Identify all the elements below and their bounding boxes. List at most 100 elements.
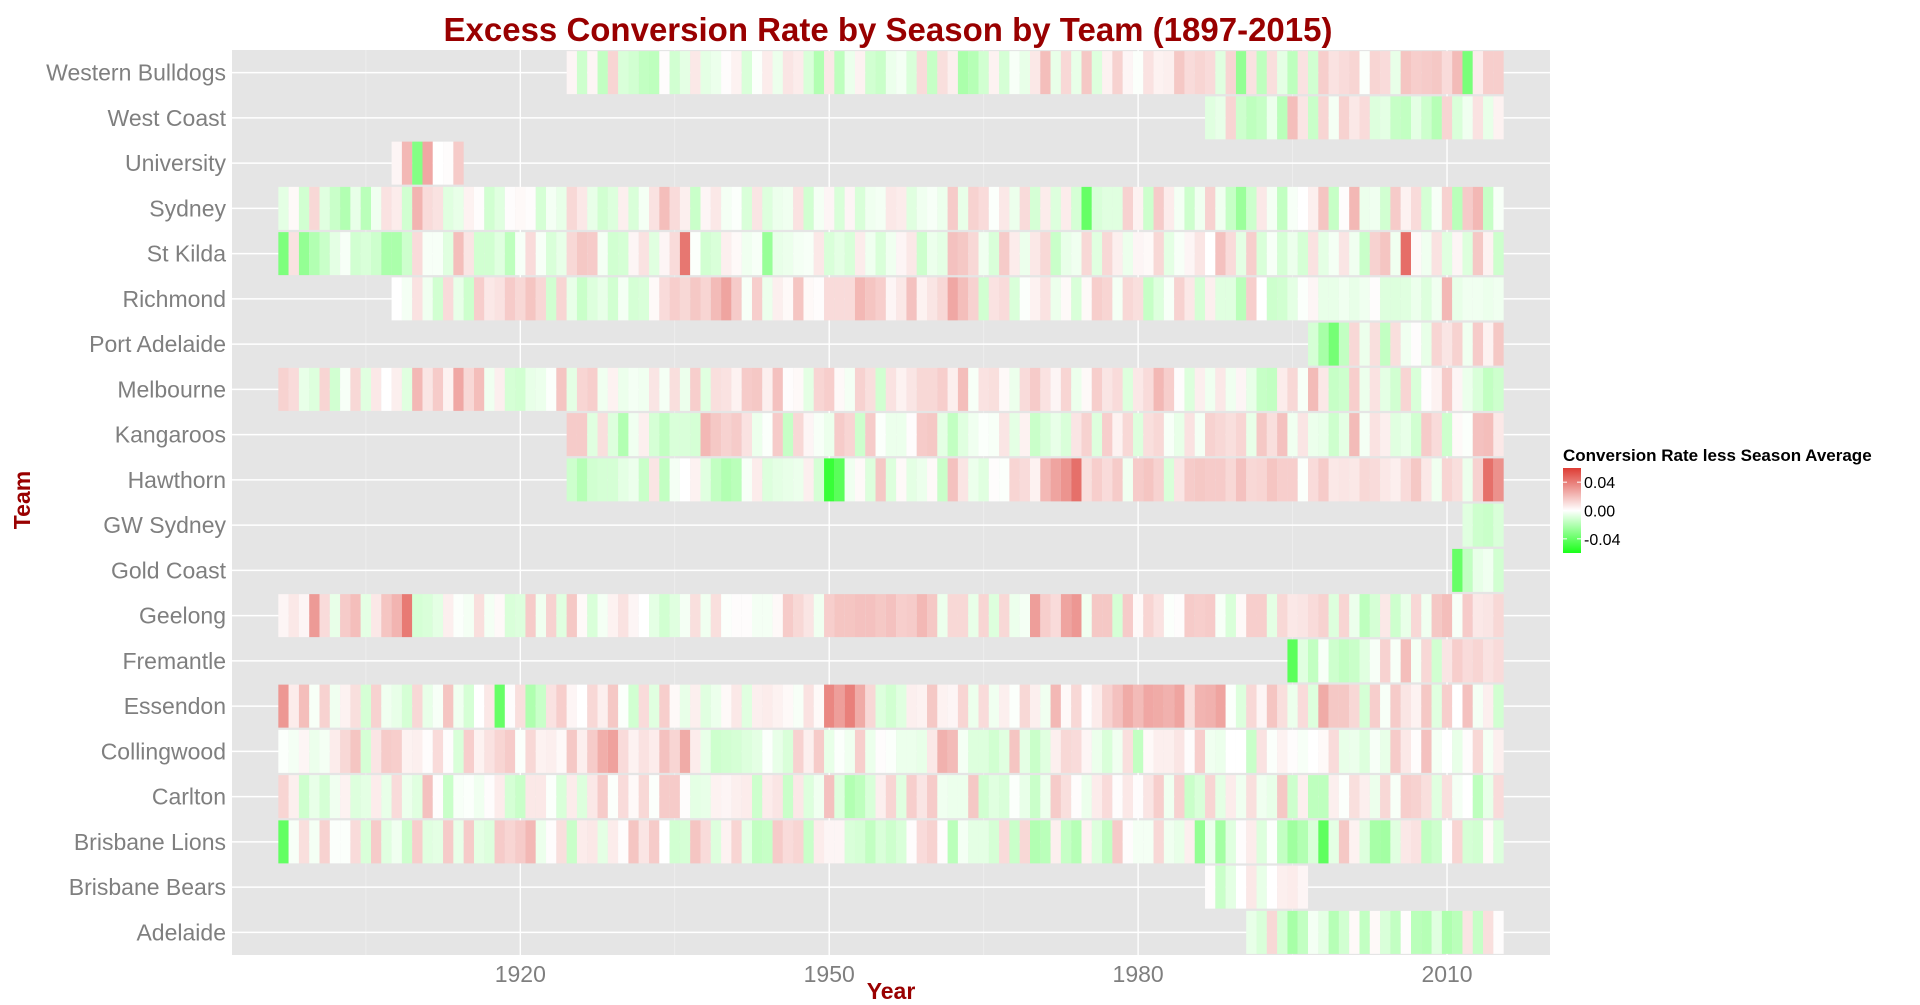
heatmap-tile [988, 684, 1000, 728]
heatmap-tile [1359, 820, 1370, 864]
heatmap-tile [1060, 684, 1072, 728]
heatmap-tile [288, 186, 299, 230]
heatmap-tile [988, 775, 1000, 819]
heatmap-tile [1235, 865, 1247, 909]
heatmap-tile [1112, 186, 1123, 230]
heatmap-tile [412, 186, 423, 230]
heatmap-tile [1452, 277, 1463, 321]
heatmap-tile [1122, 367, 1133, 411]
heatmap-tile [1400, 322, 1411, 366]
heatmap-tile [1143, 51, 1154, 95]
heatmap-tile [1338, 729, 1350, 773]
heatmap-tile [854, 232, 866, 276]
heatmap-tile [319, 186, 330, 230]
heatmap-tile [1400, 458, 1411, 502]
heatmap-tile [1359, 186, 1370, 230]
heatmap-tile [999, 775, 1010, 819]
heatmap-tile [1081, 458, 1092, 502]
heatmap-tile [638, 367, 650, 411]
heatmap-tile [1194, 186, 1206, 230]
heatmap-tile [1410, 729, 1422, 773]
heatmap-tile [443, 141, 454, 185]
heatmap-tile [340, 729, 351, 773]
heatmap-tile [865, 186, 876, 230]
heatmap-tile [1040, 186, 1051, 230]
heatmap-tile [422, 684, 433, 728]
heatmap-tile [937, 51, 948, 95]
heatmap-tile [1483, 639, 1494, 683]
heatmap-tile [329, 232, 341, 276]
heatmap-tile [1050, 186, 1061, 230]
heatmap-tile [618, 51, 629, 95]
heatmap-tile [556, 232, 567, 276]
heatmap-tile [721, 186, 732, 230]
heatmap-tile [988, 413, 1000, 457]
heatmap-tile [607, 729, 619, 773]
heatmap-tile [432, 820, 444, 864]
heatmap-tile [525, 186, 536, 230]
heatmap-tile [1040, 775, 1051, 819]
heatmap-tile [1009, 51, 1020, 95]
heatmap-tile [504, 775, 516, 819]
heatmap-tile [1040, 594, 1051, 638]
heatmap-tile [1297, 865, 1309, 909]
heatmap-tile [556, 277, 567, 321]
legend-tick-label: 0.00 [1584, 504, 1615, 521]
heatmap-tile [1297, 232, 1309, 276]
heatmap-tile [1452, 775, 1463, 819]
heatmap-tile [721, 775, 732, 819]
heatmap-tile [1256, 458, 1267, 502]
heatmap-tile [1400, 729, 1411, 773]
heatmap-tile [1297, 186, 1309, 230]
heatmap-tile [1328, 820, 1339, 864]
heatmap-tile [432, 684, 444, 728]
heatmap-tile [1091, 186, 1103, 230]
heatmap-tile [515, 232, 526, 276]
heatmap-tile [865, 413, 876, 457]
heatmap-tile [1318, 51, 1329, 95]
heatmap-tile [865, 820, 876, 864]
heatmap-tile [896, 51, 907, 95]
x-tick-labels: 1920 1950 1980 2010 [495, 961, 1473, 987]
heatmap-tile [1060, 458, 1072, 502]
heatmap-tile [854, 820, 866, 864]
heatmap-tile [1287, 594, 1298, 638]
heatmap-tile [824, 367, 835, 411]
heatmap-tile [762, 684, 773, 728]
heatmap-tile [628, 232, 639, 276]
heatmap-tile [443, 232, 454, 276]
heatmap-tile [999, 458, 1010, 502]
heatmap-tile [988, 277, 1000, 321]
heatmap-tile [484, 186, 495, 230]
heatmap-tile [1030, 232, 1041, 276]
heatmap-tile [432, 232, 444, 276]
heatmap-tile [1483, 232, 1494, 276]
heatmap-tile [906, 458, 917, 502]
heatmap-tile [1359, 775, 1370, 819]
x-axis-title: Year [867, 978, 916, 1004]
heatmap-tile [1163, 367, 1175, 411]
heatmap-tile [793, 51, 804, 95]
heatmap-tile [834, 684, 845, 728]
heatmap-tile [1359, 277, 1370, 321]
heatmap-tile [679, 594, 691, 638]
heatmap-tile [1235, 684, 1247, 728]
heatmap-tile [1441, 322, 1453, 366]
heatmap-tile [1071, 684, 1082, 728]
heatmap-tile [1472, 910, 1484, 954]
heatmap-tile [968, 775, 979, 819]
heatmap-tile [484, 775, 495, 819]
heatmap-tile [721, 367, 732, 411]
heatmap-tile [957, 277, 969, 321]
heatmap-tile [1071, 277, 1082, 321]
heatmap-tile [927, 729, 938, 773]
heatmap-tile [875, 51, 886, 95]
heatmap-tile [1102, 594, 1113, 638]
heatmap-tile [1328, 322, 1339, 366]
heatmap-tile [473, 775, 485, 819]
heatmap-tile [576, 820, 588, 864]
heatmap-tile [638, 820, 650, 864]
heatmap-tile [813, 684, 825, 728]
heatmap-tile [1390, 413, 1401, 457]
heatmap-tile [597, 232, 608, 276]
